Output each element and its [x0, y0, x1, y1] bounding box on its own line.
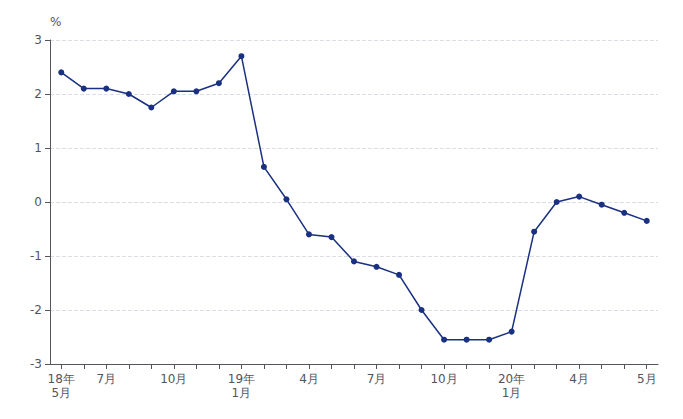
svg-text:%: % — [50, 15, 61, 29]
svg-text:5月: 5月 — [51, 386, 71, 400]
svg-text:4月: 4月 — [299, 372, 319, 386]
svg-text:18年: 18年 — [48, 372, 75, 386]
svg-text:1: 1 — [34, 141, 42, 155]
svg-text:3: 3 — [34, 33, 42, 47]
svg-text:20年: 20年 — [498, 372, 525, 386]
svg-text:5月: 5月 — [637, 372, 657, 386]
svg-text:1月: 1月 — [502, 386, 522, 400]
svg-text:10月: 10月 — [160, 372, 187, 386]
svg-text:-3: -3 — [30, 357, 42, 371]
svg-text:7月: 7月 — [367, 372, 387, 386]
svg-text:0: 0 — [34, 195, 42, 209]
svg-text:4月: 4月 — [569, 372, 589, 386]
svg-text:1月: 1月 — [232, 386, 252, 400]
svg-text:7月: 7月 — [96, 372, 116, 386]
svg-text:2: 2 — [34, 87, 42, 101]
svg-text:19年: 19年 — [228, 372, 255, 386]
svg-text:-1: -1 — [30, 249, 42, 263]
svg-text:10月: 10月 — [430, 372, 457, 386]
svg-text:-2: -2 — [30, 303, 42, 317]
